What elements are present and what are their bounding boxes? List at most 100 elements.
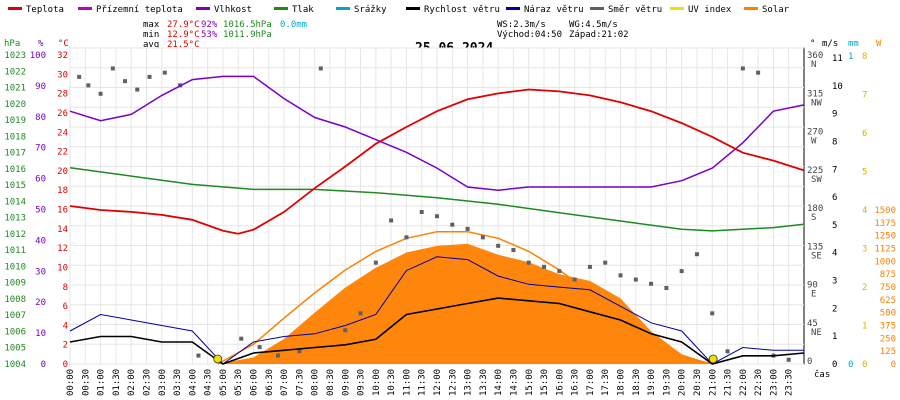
x-tick-label: 19:30 bbox=[662, 369, 672, 396]
x-tick-label: 00:00 bbox=[66, 369, 76, 396]
dir-tick-label: 45 bbox=[807, 319, 818, 329]
pct-tick-label: 0 bbox=[41, 360, 46, 370]
legend-item: Náraz větru bbox=[506, 5, 584, 15]
legend: Teplota Přízemní teplota Vlhkost Tlak Srážky… bbox=[8, 5, 790, 15]
ms-tick-label: 10 bbox=[832, 82, 843, 92]
legend-swatch bbox=[78, 7, 92, 10]
temp-tick-label: 24 bbox=[57, 128, 68, 138]
dir-unit: ° bbox=[810, 39, 815, 49]
dir-compass-label: NE bbox=[811, 328, 822, 338]
legend-item: Teplota bbox=[8, 5, 64, 15]
pct-tick-label: 10 bbox=[35, 329, 46, 339]
wind-dir-point bbox=[572, 277, 577, 282]
temp-tick-label: 2 bbox=[63, 341, 68, 351]
legend-label: UV index bbox=[688, 5, 732, 15]
hpa-tick-label: 1015 bbox=[4, 181, 26, 191]
x-tick-label: 01:00 bbox=[97, 369, 107, 396]
x-tick-label: 01:30 bbox=[112, 369, 122, 396]
temp-tick-label: 12 bbox=[57, 244, 68, 254]
uv-tick-label: 7 bbox=[862, 91, 867, 101]
legend-label: Teplota bbox=[26, 5, 64, 15]
uv-tick-label: 1 bbox=[862, 322, 867, 332]
wind-dir-point bbox=[450, 222, 455, 227]
x-tick-label: 10:00 bbox=[372, 369, 382, 396]
hpa-tick-label: 1008 bbox=[4, 295, 26, 305]
w-unit: W bbox=[876, 39, 882, 49]
dir-tick-label: 315 bbox=[807, 89, 823, 99]
legend-swatch bbox=[744, 7, 758, 10]
hpa-tick-label: 1012 bbox=[4, 230, 26, 240]
stat-max-rain: 0.0mm bbox=[280, 20, 307, 30]
ms-tick-label: 4 bbox=[832, 249, 837, 259]
dir-compass-label: S bbox=[811, 213, 816, 223]
dir-compass-label: SE bbox=[811, 251, 822, 261]
x-tick-label: 23:00 bbox=[769, 369, 779, 396]
x-tick-label: 16:30 bbox=[571, 369, 581, 396]
x-tick-label: 16:00 bbox=[555, 369, 565, 396]
uv-tick-label: 5 bbox=[862, 168, 867, 178]
wind-dir-point bbox=[318, 66, 323, 71]
dir-tick-label: 180 bbox=[807, 204, 823, 214]
temp-tick-label: 30 bbox=[57, 70, 68, 80]
ms-tick-label: 8 bbox=[832, 137, 837, 147]
wind-dir-point bbox=[756, 70, 761, 75]
legend-label: Tlak bbox=[292, 5, 314, 15]
stat-max-hum: 92% bbox=[201, 20, 218, 30]
x-tick-label: 08:00 bbox=[311, 369, 321, 396]
ms-tick-label: 3 bbox=[832, 277, 837, 287]
wind-dir-point bbox=[239, 336, 244, 341]
hpa-tick-label: 1016 bbox=[4, 165, 26, 175]
wind-dir-point bbox=[435, 214, 439, 219]
stat-max-temp: 27.9°C bbox=[167, 20, 200, 30]
wind-dir-point bbox=[162, 70, 167, 75]
legend-label: Srážky bbox=[354, 5, 387, 15]
wind-dir-point bbox=[135, 87, 140, 92]
ms-tick-label: 7 bbox=[832, 165, 837, 175]
dir-tick-label: 90 bbox=[807, 281, 818, 291]
wind-dir-point bbox=[275, 353, 280, 358]
legend-label: Rychlost větru bbox=[424, 5, 500, 15]
pct-tick-label: 60 bbox=[35, 175, 46, 185]
hpa-tick-label: 1011 bbox=[4, 246, 26, 256]
legend-swatch bbox=[196, 7, 210, 10]
x-tick-label: 09:00 bbox=[341, 369, 351, 396]
temp-tick-label: 0 bbox=[63, 360, 68, 370]
stat-min-temp: 12.9°C bbox=[167, 30, 200, 40]
temp-tick-label: 20 bbox=[57, 167, 68, 177]
x-tick-label: 08:30 bbox=[326, 369, 336, 396]
ms-tick-label: 0 bbox=[832, 360, 837, 370]
x-tick-label: 04:00 bbox=[188, 369, 198, 396]
wind-dir-point bbox=[98, 91, 103, 96]
temp-tick-label: 26 bbox=[57, 109, 68, 119]
solar-tick-label: 875 bbox=[880, 270, 896, 280]
legend-label: Vlhkost bbox=[214, 5, 252, 15]
humidity-line bbox=[69, 75, 805, 191]
uv-tick-label: 8 bbox=[862, 52, 867, 62]
hpa-tick-label: 1022 bbox=[4, 67, 26, 77]
hpa-tick-label: 1020 bbox=[4, 100, 26, 110]
x-tick-label: 23:30 bbox=[785, 369, 795, 396]
uv-tick-label: 4 bbox=[862, 206, 867, 216]
solar-tick-label: 1500 bbox=[874, 206, 896, 216]
dir-compass-label: SW bbox=[811, 175, 822, 185]
wind-dir-point bbox=[526, 260, 531, 265]
x-tick-label: 22:30 bbox=[754, 369, 764, 396]
dir-compass-label: N bbox=[811, 60, 816, 70]
temp-unit: °C bbox=[58, 39, 69, 49]
wind-dir-point bbox=[679, 269, 684, 274]
temp-tick-label: 14 bbox=[57, 225, 68, 235]
stat-wg: WG:4.5m/s bbox=[569, 20, 618, 30]
x-tick-label: 19:00 bbox=[647, 369, 657, 396]
x-tick-label: 15:00 bbox=[525, 369, 535, 396]
legend-item: Směr větru bbox=[590, 5, 662, 15]
wind-dir-point bbox=[110, 66, 115, 71]
x-tick-label: 13:00 bbox=[464, 369, 474, 396]
x-tick-label: 06:00 bbox=[250, 369, 260, 396]
temp-tick-label: 22 bbox=[57, 148, 68, 158]
ms-tick-label: 5 bbox=[832, 221, 837, 231]
series-layer bbox=[69, 66, 805, 365]
x-tick-label: 18:30 bbox=[632, 369, 642, 396]
hpa-tick-label: 1007 bbox=[4, 311, 26, 321]
ms-tick-label: 2 bbox=[832, 304, 837, 314]
